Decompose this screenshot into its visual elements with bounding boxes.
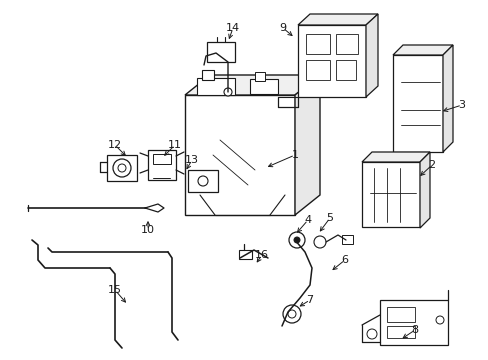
Bar [297,25,365,97]
Polygon shape [297,14,377,25]
Circle shape [313,236,325,248]
Polygon shape [392,45,452,55]
Bar [184,95,294,215]
Circle shape [287,310,295,318]
Circle shape [283,305,301,323]
Polygon shape [419,152,429,228]
Bar [386,307,414,322]
Text: 9: 9 [279,23,286,33]
Circle shape [293,237,299,243]
Polygon shape [365,14,377,97]
Text: 8: 8 [410,325,418,335]
Bar [305,60,329,80]
Bar [341,235,352,244]
Bar [107,155,137,181]
Bar [335,60,355,80]
Bar [148,150,176,180]
Text: 1: 1 [291,150,298,160]
Text: 15: 15 [108,285,122,295]
Bar [254,72,264,81]
Bar [202,70,214,80]
Bar [187,170,218,192]
Bar [239,250,251,259]
Polygon shape [442,45,452,152]
Circle shape [113,159,131,177]
Text: 2: 2 [427,160,435,170]
Circle shape [198,176,207,186]
Circle shape [435,316,443,324]
Circle shape [366,329,376,339]
Text: 16: 16 [254,250,268,260]
Bar [379,300,447,345]
Text: 10: 10 [141,225,155,235]
Bar [361,162,419,227]
Text: 4: 4 [304,215,311,225]
Text: 7: 7 [306,295,313,305]
Text: 3: 3 [458,100,465,110]
Bar [392,55,442,152]
Bar [305,34,329,54]
Bar [206,42,235,62]
Polygon shape [184,75,319,95]
Circle shape [288,232,305,248]
Circle shape [224,88,231,96]
Text: 5: 5 [326,213,333,223]
Circle shape [118,164,126,172]
Text: 6: 6 [341,255,348,265]
Text: 11: 11 [168,140,182,150]
Text: 14: 14 [225,23,240,33]
Bar [386,326,414,338]
Text: 12: 12 [108,140,122,150]
Text: 13: 13 [184,155,199,165]
Bar [249,79,278,94]
Bar [335,34,357,54]
Bar [197,78,235,95]
Polygon shape [294,75,319,215]
Bar [153,154,171,164]
Polygon shape [361,152,429,162]
